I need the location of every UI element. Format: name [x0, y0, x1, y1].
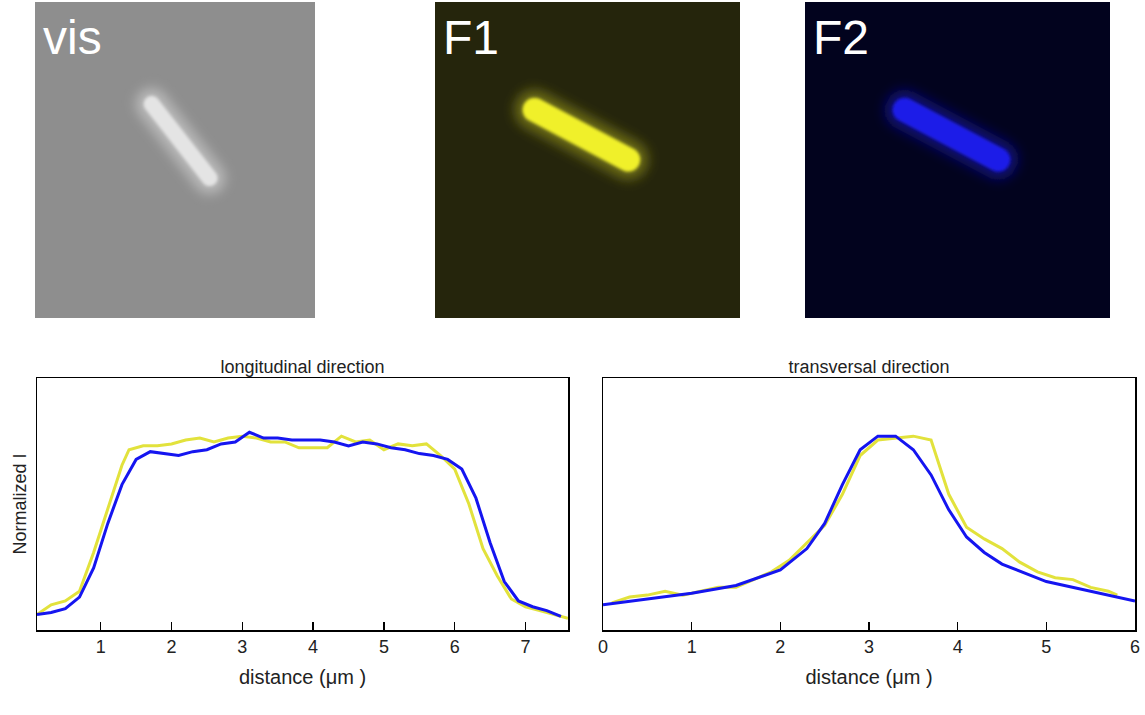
- svg-text:F1: F1: [443, 11, 499, 64]
- svg-text:F2: F2: [813, 11, 869, 64]
- svg-text:vis: vis: [43, 11, 102, 64]
- svg-text:transversal direction: transversal direction: [788, 357, 949, 377]
- svg-text:4: 4: [308, 637, 318, 657]
- svg-text:longitudinal direction: longitudinal direction: [220, 357, 384, 377]
- svg-text:6: 6: [1130, 637, 1140, 657]
- svg-text:0: 0: [598, 637, 608, 657]
- svg-text:3: 3: [864, 637, 874, 657]
- svg-text:distance (μm ): distance (μm ): [805, 666, 932, 688]
- svg-text:5: 5: [379, 637, 389, 657]
- svg-text:Normalized I: Normalized I: [10, 453, 30, 554]
- svg-text:distance (μm ): distance (μm ): [239, 666, 366, 688]
- svg-text:1: 1: [96, 637, 106, 657]
- svg-text:1: 1: [687, 637, 697, 657]
- svg-text:7: 7: [521, 637, 531, 657]
- svg-text:5: 5: [1041, 637, 1051, 657]
- svg-text:3: 3: [237, 637, 247, 657]
- svg-text:2: 2: [167, 637, 177, 657]
- svg-text:4: 4: [953, 637, 963, 657]
- svg-text:6: 6: [450, 637, 460, 657]
- svg-text:2: 2: [775, 637, 785, 657]
